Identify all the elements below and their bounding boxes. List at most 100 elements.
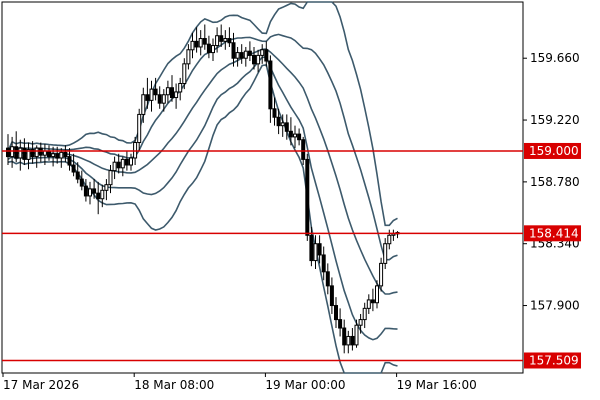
candle-body	[379, 262, 384, 287]
candle-body	[305, 158, 310, 236]
candle-body	[71, 164, 76, 173]
candle-body	[174, 91, 179, 99]
candle-body	[206, 43, 211, 54]
candle-body	[129, 157, 133, 166]
candle-body	[362, 307, 367, 321]
candle-body	[75, 171, 80, 180]
y-tick-label: 158.780	[530, 175, 580, 189]
candle-body	[247, 50, 252, 56]
candle-body	[260, 49, 265, 56]
candle-body	[51, 153, 56, 158]
candle-body	[215, 35, 220, 47]
x-tick-label: 19 Mar 00:00	[265, 378, 345, 392]
candle-body	[149, 88, 154, 101]
candle-body	[334, 305, 338, 321]
candle-body	[288, 130, 293, 138]
candle-body	[202, 38, 207, 45]
candle-body	[59, 151, 64, 159]
candle-body	[243, 50, 248, 59]
x-tick-label: 19 Mar 16:00	[397, 378, 477, 392]
candle-body	[370, 299, 375, 304]
candle-body	[178, 83, 183, 93]
candle-body	[6, 147, 10, 158]
candle-body	[391, 233, 396, 236]
price-badge	[524, 352, 581, 369]
candle-body	[190, 40, 195, 51]
candle-body	[124, 158, 129, 166]
candle-body	[100, 189, 105, 200]
candle-body	[14, 146, 19, 159]
candle-body	[223, 38, 228, 42]
candle-body	[165, 87, 170, 96]
price-badge	[524, 142, 581, 159]
band-line-u2	[7, 1, 398, 227]
band-line-l1	[7, 56, 398, 341]
candle-body	[354, 324, 359, 346]
y-tick-label: 159.660	[530, 51, 580, 65]
candle-body	[137, 113, 142, 144]
candle-body	[280, 122, 285, 127]
candle-body	[92, 188, 97, 194]
candle-body	[63, 151, 68, 158]
candle-body	[182, 63, 187, 85]
candle-body	[219, 35, 224, 42]
candle-body	[375, 285, 379, 304]
candle-body	[47, 150, 51, 158]
candle-body	[317, 243, 322, 256]
y-tick-label: 159.220	[530, 113, 580, 127]
candle-body	[325, 271, 330, 287]
candle-body	[346, 335, 351, 346]
candle-body	[170, 87, 174, 99]
candle-body	[141, 94, 146, 115]
candle-body	[145, 94, 150, 101]
candle-body	[227, 38, 232, 44]
candle-body	[309, 234, 314, 262]
candle-body	[104, 184, 109, 191]
candle-body	[256, 54, 261, 65]
candle-body	[198, 38, 203, 48]
candle-body	[231, 42, 236, 59]
candle-body	[313, 243, 318, 262]
candle-body	[268, 60, 273, 110]
candle-body	[366, 299, 371, 309]
plot-frame	[1, 1, 524, 374]
price-badge	[524, 225, 581, 242]
candle-body	[211, 45, 215, 54]
price-badge-label: 157.509	[529, 353, 579, 367]
candle-body	[88, 188, 92, 197]
candle-body	[383, 243, 388, 264]
candle-body	[293, 133, 297, 138]
x-tick-label: 18 Mar 08:00	[134, 378, 214, 392]
band-line-u1	[7, 33, 398, 261]
candle-body	[276, 116, 281, 127]
candle-body	[321, 254, 326, 273]
candle-body	[26, 149, 31, 160]
candle-body	[194, 40, 199, 48]
candle-body	[116, 161, 121, 169]
candle-body	[153, 88, 158, 96]
candle-body	[186, 49, 191, 65]
price-badge-label: 159.000	[529, 144, 579, 158]
candle-body	[157, 94, 162, 104]
candle-body	[30, 149, 35, 158]
price-badge-label: 158.414	[529, 226, 579, 240]
candle-body	[67, 156, 72, 166]
y-tick-label: 157.900	[530, 299, 580, 313]
candle-body	[96, 192, 101, 200]
candle-body	[22, 147, 27, 160]
candle-body	[79, 178, 84, 187]
candle-body	[350, 335, 355, 346]
band-group	[7, 1, 398, 374]
candle-body	[55, 153, 60, 159]
candle-body	[161, 94, 166, 104]
x-tick-label: 17 Mar 2026	[3, 378, 79, 392]
candle-body	[120, 158, 125, 169]
candle-body	[112, 161, 117, 172]
candle-body	[34, 147, 39, 158]
candle-body	[108, 170, 113, 186]
candle-body	[342, 327, 347, 346]
candle-body	[358, 319, 363, 326]
candle-body	[252, 54, 256, 65]
candle-body	[18, 147, 23, 159]
